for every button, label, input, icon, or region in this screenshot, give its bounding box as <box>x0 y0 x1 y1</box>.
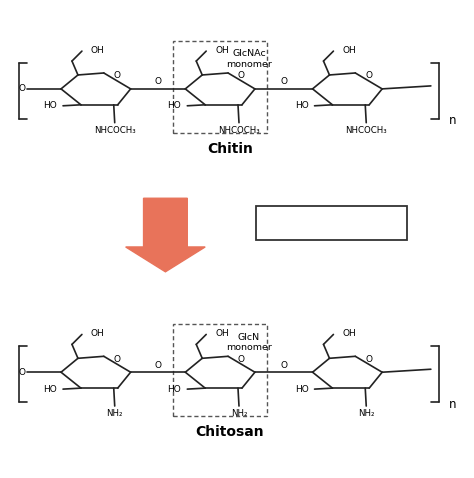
Text: OH: OH <box>215 45 229 54</box>
Text: NH₂: NH₂ <box>107 410 123 418</box>
Text: O: O <box>114 72 121 80</box>
Text: O: O <box>238 72 245 80</box>
Text: O: O <box>280 77 287 87</box>
Text: NHCOCH₃: NHCOCH₃ <box>346 126 387 135</box>
Text: GlcNAc
monomer: GlcNAc monomer <box>226 49 272 69</box>
Text: HO: HO <box>43 101 57 110</box>
Text: NH₂: NH₂ <box>358 410 374 418</box>
Text: O: O <box>19 368 26 377</box>
Text: O: O <box>280 361 287 370</box>
Text: O: O <box>365 355 372 364</box>
Text: OH: OH <box>91 329 105 338</box>
Text: HO: HO <box>295 385 309 393</box>
Polygon shape <box>126 198 205 272</box>
FancyBboxPatch shape <box>256 206 407 240</box>
Text: HO: HO <box>168 385 182 393</box>
Text: n: n <box>449 398 456 411</box>
Text: HO: HO <box>43 385 57 393</box>
Text: OH: OH <box>215 329 229 338</box>
Text: OH: OH <box>91 45 105 54</box>
Text: O: O <box>19 85 26 93</box>
Text: O: O <box>365 72 372 80</box>
Text: OH: OH <box>342 329 356 338</box>
Text: HO: HO <box>168 101 182 110</box>
Text: Chitin: Chitin <box>207 141 253 155</box>
Text: NHCOCH₃: NHCOCH₃ <box>218 126 260 135</box>
Text: n: n <box>449 114 456 127</box>
Text: NHCOCH₃: NHCOCH₃ <box>94 126 136 135</box>
Text: HO: HO <box>295 101 309 110</box>
Text: GlcN
monomer: GlcN monomer <box>226 333 272 352</box>
Text: NH₂: NH₂ <box>231 410 247 418</box>
Text: O: O <box>238 355 245 364</box>
Text: O: O <box>155 77 162 87</box>
Text: OH: OH <box>342 45 356 54</box>
Text: O: O <box>155 361 162 370</box>
Text: O: O <box>114 355 121 364</box>
Text: Deacetylation: Deacetylation <box>283 217 380 229</box>
Text: Chitosan: Chitosan <box>196 425 264 439</box>
